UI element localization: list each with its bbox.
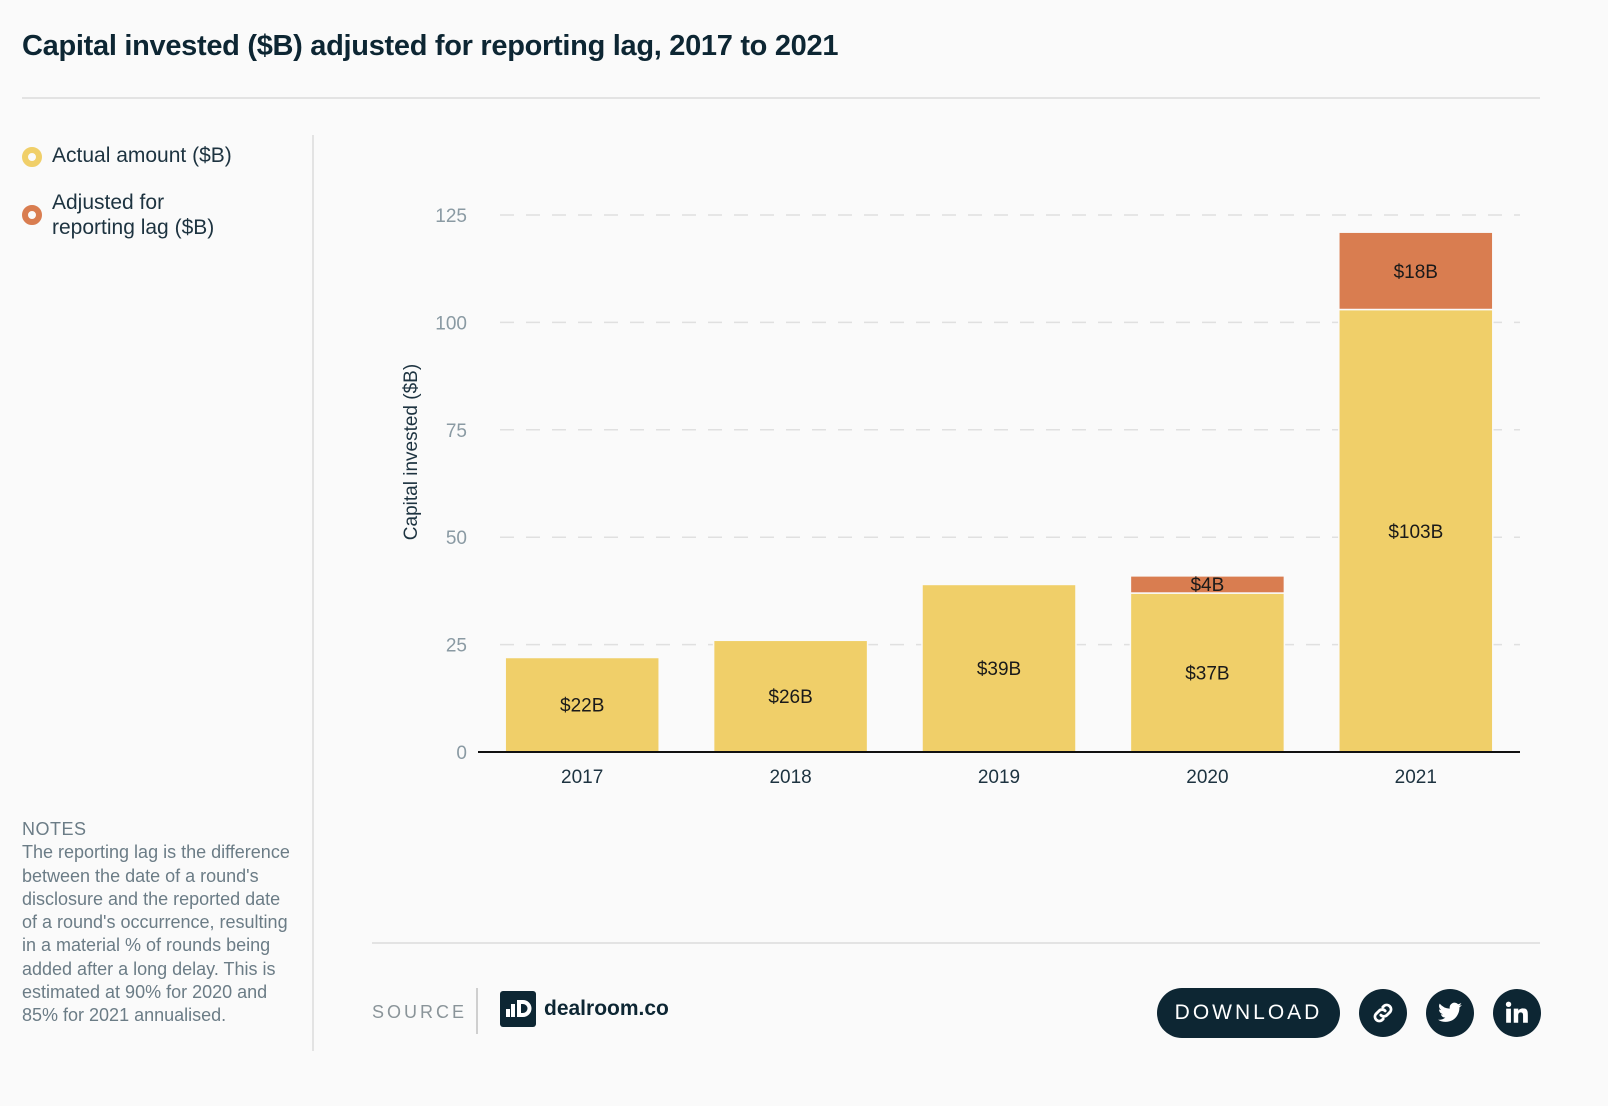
data-label: $37B	[1185, 664, 1229, 685]
notes: NOTES The reporting lag is the differenc…	[22, 818, 292, 1028]
bar-actual-2017	[504, 656, 660, 753]
footer-divider	[372, 942, 1540, 944]
data-label: $22B	[560, 696, 604, 717]
x-tick-label: 2017	[561, 767, 603, 788]
logo-text: dealroom.co	[544, 997, 669, 1020]
legend: Actual amount ($B) Adjusted for reportin…	[22, 143, 302, 262]
x-axis-ticks: 2017 2018 2019 2020 2021	[561, 767, 1437, 788]
twitter-share-button[interactable]	[1426, 989, 1474, 1037]
notes-heading: NOTES	[22, 819, 87, 839]
x-tick-label: 2020	[1186, 767, 1228, 788]
bar-actual-2018	[712, 639, 869, 753]
y-tick-label: 25	[446, 636, 467, 657]
legend-marker-icon	[22, 205, 42, 225]
copy-link-button[interactable]	[1359, 989, 1407, 1037]
gridlines	[500, 214, 1520, 646]
title-divider	[22, 97, 1540, 99]
data-label: $18B	[1394, 262, 1438, 283]
legend-marker-icon	[22, 147, 42, 167]
legend-label: Actual amount ($B)	[52, 144, 232, 167]
data-label: $4B	[1190, 575, 1224, 596]
twitter-icon	[1438, 1002, 1462, 1022]
y-tick-label: 75	[446, 421, 467, 442]
chart-title: Capital invested ($B) adjusted for repor…	[22, 30, 839, 62]
legend-item-adjusted[interactable]: Adjusted for reporting lag ($B)	[22, 190, 302, 240]
y-tick-label: 50	[446, 528, 467, 549]
legend-item-actual[interactable]: Actual amount ($B)	[22, 143, 302, 168]
dealroom-logo-icon	[500, 991, 536, 1027]
x-tick-label: 2018	[769, 767, 811, 788]
y-tick-label: 0	[456, 743, 467, 764]
sidebar-divider	[312, 135, 314, 1051]
bar-chart: 0 25 50 75 100 125 Capital invested ($B) $22B…	[401, 206, 1520, 788]
data-label: $103B	[1388, 522, 1443, 543]
x-tick-label: 2021	[1395, 767, 1437, 788]
source-label: SOURCE	[372, 1002, 468, 1022]
dealroom-logo[interactable]: dealroom.co	[500, 991, 669, 1027]
data-label: $26B	[768, 687, 812, 708]
bar-actual-2020	[1129, 592, 1286, 753]
y-tick-label: 100	[435, 313, 467, 334]
link-icon	[1373, 1003, 1393, 1023]
x-tick-label: 2019	[978, 767, 1020, 788]
legend-label: Adjusted for reporting lag ($B)	[52, 191, 215, 239]
y-tick-label: 125	[435, 206, 467, 227]
bar-actual-2019	[921, 583, 1077, 753]
download-button[interactable]: DOWNLOAD	[1157, 988, 1340, 1038]
notes-text: The reporting lag is the difference betw…	[22, 842, 290, 1026]
source-divider	[476, 988, 478, 1034]
bar-adjusted-2021	[1338, 231, 1494, 311]
linkedin-share-button[interactable]	[1493, 989, 1541, 1037]
y-axis-ticks: 0 25 50 75 100 125	[435, 206, 467, 764]
bar-adjusted-2020	[1129, 575, 1286, 594]
data-label: $39B	[977, 659, 1021, 680]
bar-actual-2021	[1338, 308, 1494, 753]
linkedin-icon	[1505, 1001, 1528, 1023]
y-axis-label: Capital invested ($B)	[401, 364, 422, 540]
bars: $22B $26B $39B $37B $4B $103B $18B	[504, 231, 1494, 753]
